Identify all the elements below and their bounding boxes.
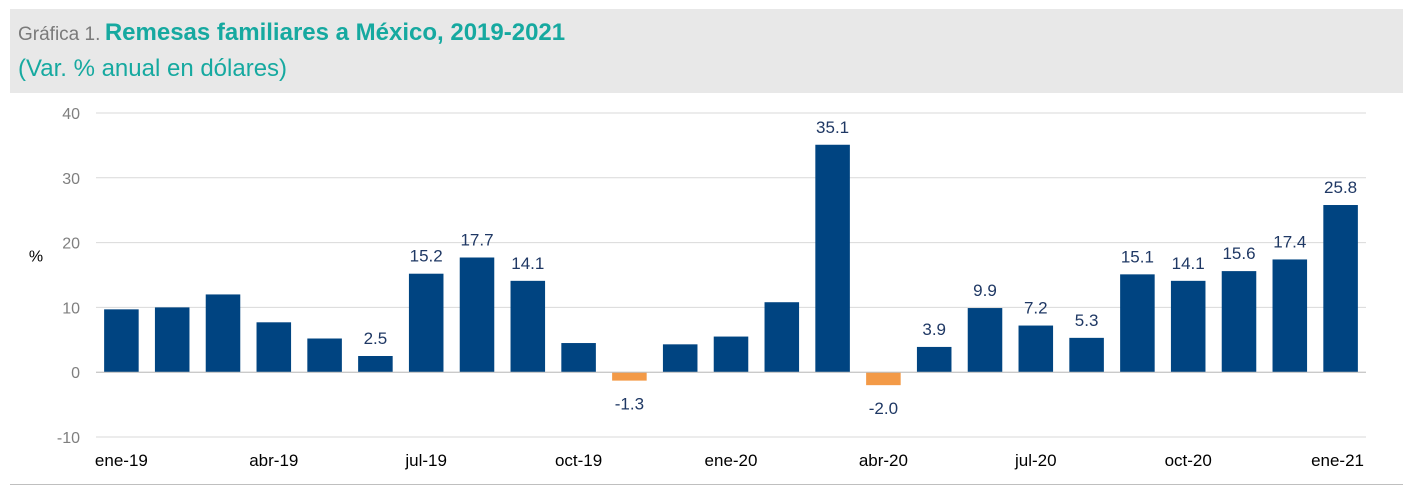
- bar: [1120, 274, 1155, 373]
- x-tick-label: jul-20: [1014, 451, 1057, 470]
- bar: [459, 257, 495, 373]
- data-label: 3.9: [922, 320, 946, 339]
- y-tick-label: 20: [62, 236, 80, 253]
- y-axis-label: %: [29, 249, 43, 266]
- data-label: 15.6: [1222, 244, 1255, 263]
- bottom-divider: [10, 484, 1403, 485]
- x-tick-label: ene-21: [1311, 451, 1364, 470]
- bar: [510, 280, 546, 373]
- data-label: 9.9: [973, 281, 997, 300]
- x-tick-label: oct-19: [555, 451, 602, 470]
- y-tick-label: 0: [71, 365, 80, 382]
- bar: [612, 372, 647, 381]
- x-tick-label: ene-20: [705, 451, 758, 470]
- x-tick-label: abr-19: [249, 451, 298, 470]
- bar: [408, 273, 444, 373]
- x-tick-label: abr-20: [859, 451, 908, 470]
- data-label: 2.5: [364, 329, 388, 348]
- bar: [154, 307, 190, 373]
- title-line: Gráfica 1. Remesas familiares a México, …: [18, 19, 565, 47]
- chart-title: Remesas familiares a México, 2019-2021: [104, 19, 566, 46]
- bar: [358, 356, 393, 373]
- data-label: 14.1: [1172, 254, 1205, 273]
- data-label: 7.2: [1024, 299, 1048, 318]
- bar: [561, 343, 596, 373]
- bar: [307, 338, 342, 373]
- bar: [866, 372, 901, 386]
- bar: [967, 308, 1003, 373]
- bar: [256, 322, 292, 373]
- bar: [1170, 280, 1206, 373]
- data-label: 35.1: [816, 118, 849, 137]
- data-label: 15.1: [1121, 247, 1154, 266]
- data-label: 14.1: [511, 254, 544, 273]
- bar: [1069, 337, 1104, 373]
- y-tick-label: 10: [62, 300, 80, 317]
- bar: [1323, 205, 1358, 373]
- data-label: 17.7: [460, 231, 493, 250]
- bar: [916, 346, 952, 373]
- bar: [205, 294, 241, 373]
- bar: [662, 344, 698, 373]
- y-tick-label: -10: [57, 430, 80, 447]
- bar: [713, 336, 749, 373]
- x-tick-label: ene-19: [95, 451, 148, 470]
- x-tick-label: oct-20: [1165, 451, 1212, 470]
- chart-header: Gráfica 1. Remesas familiares a México, …: [10, 9, 1403, 93]
- bar: [764, 302, 800, 373]
- data-label: 17.4: [1273, 232, 1306, 251]
- chart-subtitle: (Var. % anual en dólares): [18, 55, 288, 82]
- data-label: 5.3: [1075, 311, 1099, 330]
- bar: [1272, 259, 1308, 373]
- data-label: 15.2: [410, 247, 443, 266]
- x-tick-label: jul-19: [404, 451, 447, 470]
- bar: [104, 309, 139, 373]
- bar: [1018, 325, 1054, 373]
- bar: [815, 144, 850, 373]
- y-tick-label: 40: [62, 106, 80, 123]
- data-label: -1.3: [615, 395, 644, 414]
- bar: [1221, 271, 1257, 373]
- data-label: -2.0: [869, 399, 898, 418]
- chart-number: Gráfica 1.: [18, 24, 101, 45]
- y-tick-label: 30: [62, 171, 80, 188]
- data-label: 25.8: [1324, 178, 1357, 197]
